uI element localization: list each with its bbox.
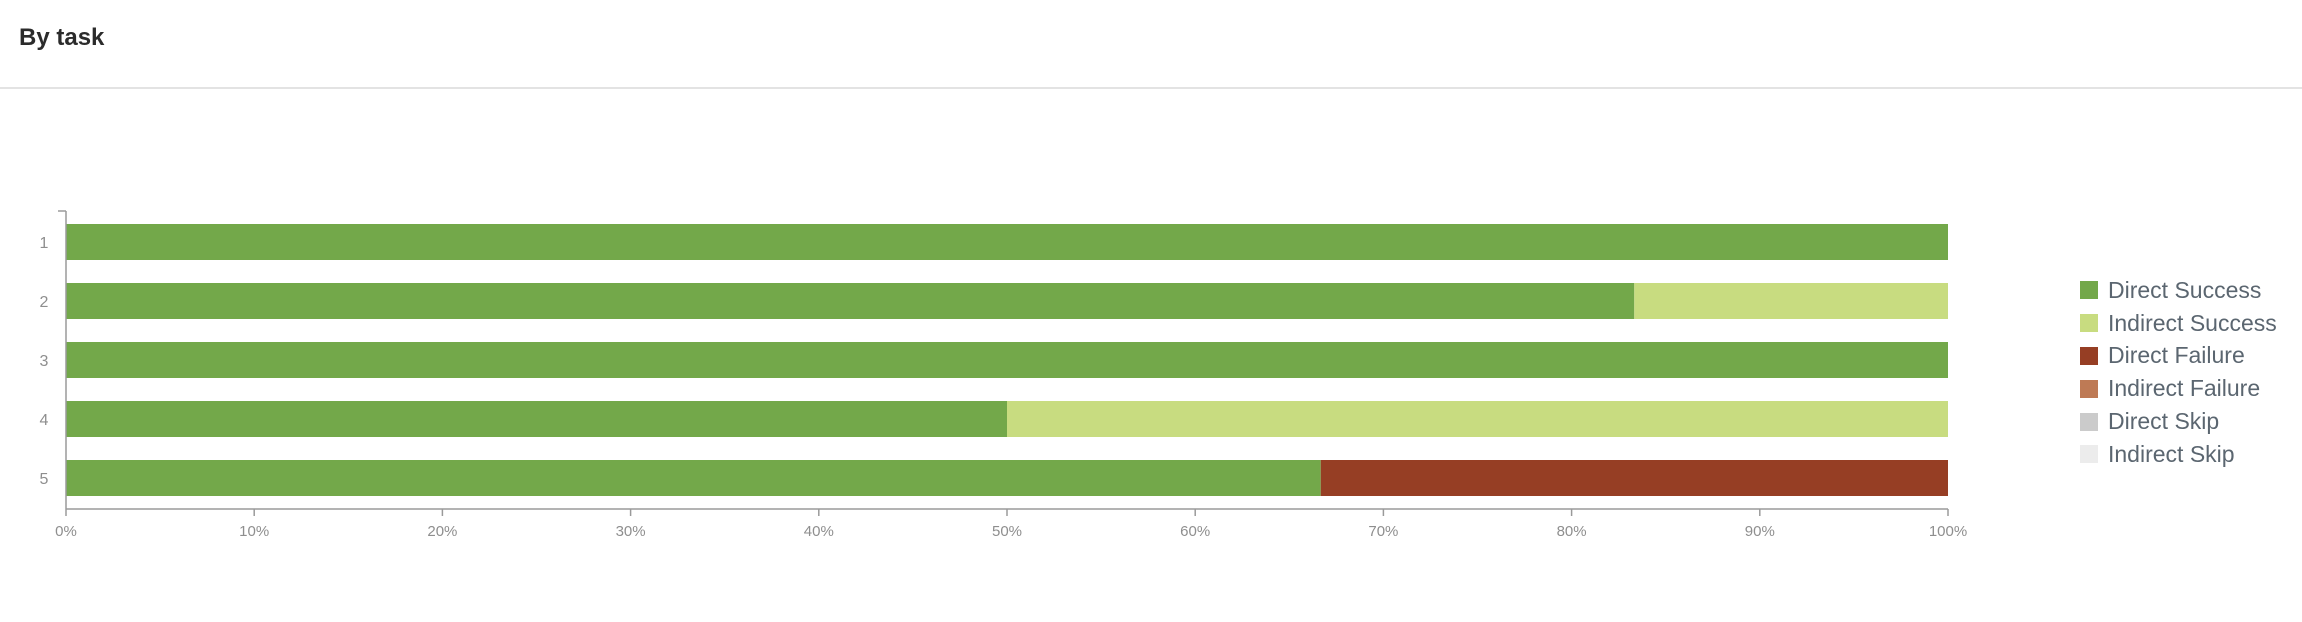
x-tick-label-4: 40% xyxy=(804,523,834,540)
bar-segment-task-2-direct-success xyxy=(66,283,1635,319)
legend-item-indirect-success[interactable]: Indirect Success xyxy=(2080,307,2295,340)
bar-segment-task-5-direct-success xyxy=(66,460,1321,496)
y-tick-label-1: 1 xyxy=(40,235,49,252)
y-tick-label-4: 4 xyxy=(40,412,49,429)
y-tick-label-5: 5 xyxy=(40,471,49,488)
legend-swatch xyxy=(2080,346,2098,365)
legend-label: Indirect Failure xyxy=(2108,375,2261,402)
legend-item-indirect-failure[interactable]: Indirect Failure xyxy=(2080,372,2295,405)
x-tick-label-6: 60% xyxy=(1180,523,1210,540)
legend-label: Direct Failure xyxy=(2108,342,2245,369)
chart-header: By task xyxy=(0,0,2302,89)
x-tick-label-1: 10% xyxy=(239,523,269,540)
x-tick-label-0: 0% xyxy=(55,523,77,540)
x-tick-label-3: 30% xyxy=(616,523,646,540)
y-tick-label-2: 2 xyxy=(40,294,49,311)
legend-swatch xyxy=(2080,314,2098,333)
legend-swatch xyxy=(2080,281,2098,300)
legend-item-direct-skip[interactable]: Direct Skip xyxy=(2080,405,2295,438)
x-tick-label-5: 50% xyxy=(992,523,1022,540)
x-tick-label-8: 80% xyxy=(1557,523,1587,540)
legend-item-direct-failure[interactable]: Direct Failure xyxy=(2080,340,2295,373)
x-tick-label-10: 100% xyxy=(1929,523,1967,540)
legend-label: Indirect Skip xyxy=(2108,440,2235,467)
legend-label: Indirect Success xyxy=(2108,309,2277,336)
bar-segment-task-3-direct-success xyxy=(66,342,1948,378)
legend-label: Direct Skip xyxy=(2108,408,2220,435)
bar-segment-task-4-indirect-success xyxy=(1007,401,1948,437)
bar-segment-task-5-direct-failure xyxy=(1320,460,1948,496)
x-tick-label-2: 20% xyxy=(427,523,457,540)
legend-swatch xyxy=(2080,412,2098,431)
x-tick-label-9: 90% xyxy=(1745,523,1775,540)
bar-segment-task-2-indirect-success xyxy=(1634,283,1948,319)
legend-swatch xyxy=(2080,379,2098,398)
y-tick-label-3: 3 xyxy=(40,353,49,370)
chart-legend: Direct Success Indirect Success Direct Fai… xyxy=(2080,274,2295,471)
x-tick-label-7: 70% xyxy=(1368,523,1398,540)
chart-title: By task xyxy=(19,24,105,51)
legend-item-direct-success[interactable]: Direct Success xyxy=(2080,274,2295,307)
bar-segment-task-1-direct-success xyxy=(66,224,1948,260)
legend-label: Direct Success xyxy=(2108,276,2262,303)
bar-segment-task-4-direct-success xyxy=(66,401,1007,437)
legend-swatch xyxy=(2080,445,2098,464)
legend-item-indirect-skip[interactable]: Indirect Skip xyxy=(2080,438,2295,471)
